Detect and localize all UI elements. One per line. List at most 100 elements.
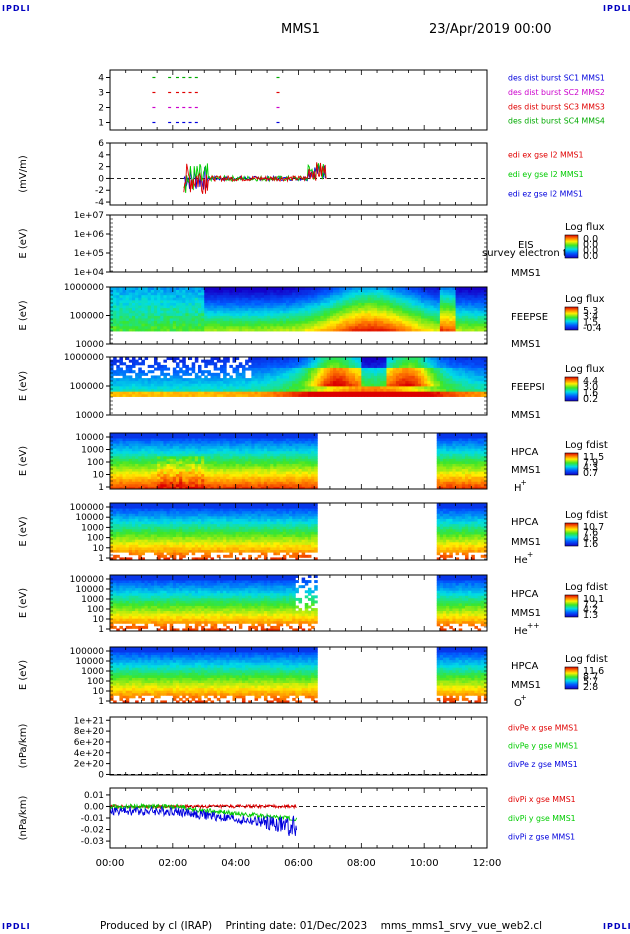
spectrogram-cell xyxy=(163,453,167,457)
spectrogram-cell xyxy=(138,440,142,444)
spectrogram-cell xyxy=(417,307,422,311)
spectrogram-cell xyxy=(317,320,321,324)
spectrogram-cell xyxy=(185,458,189,462)
spectrogram-cell xyxy=(263,367,268,371)
spectrogram-cell xyxy=(395,357,400,361)
spectrogram-cell xyxy=(188,287,193,290)
spectrogram-cell xyxy=(443,305,447,309)
spectrogram-cell xyxy=(474,318,478,322)
spectrogram-cell xyxy=(402,323,406,327)
spectrogram-cell xyxy=(116,391,120,395)
spectrogram-cell xyxy=(336,310,340,314)
spectrogram-cell xyxy=(320,359,325,363)
spectrogram-cell xyxy=(452,388,456,392)
spectrogram-cell xyxy=(408,362,412,366)
spectrogram-cell xyxy=(348,312,353,316)
spectrogram-cell xyxy=(147,383,152,387)
spectrogram-cell xyxy=(204,359,208,363)
spectrogram-cell xyxy=(128,287,133,290)
spectrogram-cell xyxy=(113,478,117,482)
spectrogram-cell xyxy=(342,307,347,311)
spectrogram-cell xyxy=(216,380,221,384)
spectrogram-cell xyxy=(194,307,199,311)
spectrogram-cell xyxy=(254,370,259,374)
spectrogram-cell xyxy=(436,367,441,371)
colorbar-tick-label: 4.4 xyxy=(583,376,598,387)
spectrogram-cell xyxy=(389,307,394,311)
spectrogram-cell xyxy=(232,287,237,290)
spectrogram-cell xyxy=(128,463,133,467)
spectrogram-cell xyxy=(436,289,441,293)
spectrogram-cell xyxy=(119,310,123,314)
spectrogram-cell xyxy=(465,292,469,296)
spectrogram-cell xyxy=(188,440,193,444)
spectrogram-cell xyxy=(191,386,196,390)
spectrogram-cell xyxy=(194,328,199,332)
spectrogram-cell xyxy=(392,315,397,319)
spectrogram-cell xyxy=(421,307,425,311)
spectrogram-cell xyxy=(405,386,409,390)
spectrogram-cell xyxy=(436,299,441,303)
spectrogram-cell xyxy=(263,388,268,392)
spectrogram-cell xyxy=(213,383,218,387)
spectrogram-cell xyxy=(367,307,372,311)
spectrogram-cell xyxy=(370,289,375,293)
spectrogram-cell xyxy=(333,372,337,376)
spectrogram-cell xyxy=(336,289,340,293)
spectrogram-cell xyxy=(163,310,167,314)
spectrogram-cell xyxy=(439,364,444,368)
spectrogram-cell xyxy=(131,453,136,457)
spectrogram-cell xyxy=(226,448,230,452)
spectrogram-cell xyxy=(223,461,227,464)
spectrogram-cell xyxy=(160,468,164,472)
spectrogram-cell xyxy=(182,448,186,452)
spectrogram-cell xyxy=(125,307,130,311)
spectrogram-cell xyxy=(197,287,202,290)
spectrogram-cell xyxy=(323,299,328,303)
spectrogram-cell xyxy=(395,307,400,311)
spectrogram-cell xyxy=(113,292,117,296)
spectrogram-cell xyxy=(179,453,183,457)
spectrogram-cell xyxy=(411,287,416,290)
spectrogram-cell xyxy=(367,294,372,298)
spectrogram-cell xyxy=(399,312,403,316)
spectrogram-cell xyxy=(389,294,394,298)
spectrogram-cell xyxy=(226,445,230,449)
spectrogram-cell xyxy=(433,315,438,319)
spectrogram-cell xyxy=(113,305,117,309)
spectrogram-cell xyxy=(279,362,284,366)
spectrogram-cell xyxy=(424,289,428,293)
spectrogram-cell xyxy=(182,443,186,447)
spectrogram-cell xyxy=(417,357,422,361)
spectrogram-cell xyxy=(461,289,466,293)
y-tick-label: 1000000 xyxy=(64,353,104,363)
spectrogram-cell xyxy=(430,372,434,376)
spectrogram-cell xyxy=(163,318,167,322)
spectrogram-cell xyxy=(370,375,375,379)
spectrogram-cell xyxy=(251,294,255,298)
spectrogram-cell xyxy=(235,294,240,298)
spectrogram-cell xyxy=(408,328,412,332)
spectrogram-cell xyxy=(289,320,293,324)
spectrogram-cell xyxy=(468,318,472,322)
spectrogram-cell xyxy=(373,391,378,395)
spectrogram-cell xyxy=(235,364,240,368)
spectrogram-cell xyxy=(314,364,318,368)
spectrogram-cell xyxy=(414,383,419,387)
spectrogram-cell xyxy=(229,440,233,444)
spectrogram-cell xyxy=(138,478,142,482)
spectrogram-cell xyxy=(182,310,186,314)
spectrogram-cell xyxy=(119,318,123,322)
spectrogram-cell xyxy=(131,486,136,490)
spectrogram-cell xyxy=(301,289,306,293)
spectrogram-cell xyxy=(122,486,127,490)
spectrogram-cell xyxy=(201,463,205,467)
spectrogram-cell xyxy=(172,289,177,293)
spectrogram-cell xyxy=(241,302,246,306)
spectrogram-cell xyxy=(210,471,215,475)
spectrogram-cell xyxy=(364,357,369,361)
spectrogram-cell xyxy=(175,461,180,464)
spectrogram-cell xyxy=(282,289,287,293)
spectrogram-cell xyxy=(373,380,378,384)
spectrogram-cell xyxy=(380,325,384,329)
